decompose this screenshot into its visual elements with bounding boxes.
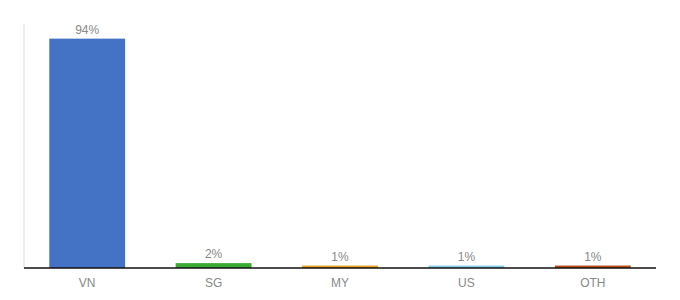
bar <box>49 39 125 268</box>
x-tick-label: US <box>458 276 475 290</box>
data-label: 1% <box>331 250 349 264</box>
data-label: 1% <box>458 250 476 264</box>
bars <box>49 39 630 268</box>
data-label: 2% <box>205 247 223 261</box>
x-tick-label: MY <box>331 276 349 290</box>
x-axis-line <box>24 267 656 269</box>
x-tick-label: SG <box>205 276 222 290</box>
chart-container: 94% 2% 1% 1% 1% VN SG MY US OTH <box>0 0 680 300</box>
data-label: 94% <box>75 23 99 37</box>
chart: 94% 2% 1% 1% 1% VN SG MY US OTH <box>0 0 680 300</box>
x-tick-label: OTH <box>580 276 605 290</box>
y-axis-line <box>24 24 25 268</box>
data-label: 1% <box>584 250 602 264</box>
x-tick-label: VN <box>79 276 96 290</box>
